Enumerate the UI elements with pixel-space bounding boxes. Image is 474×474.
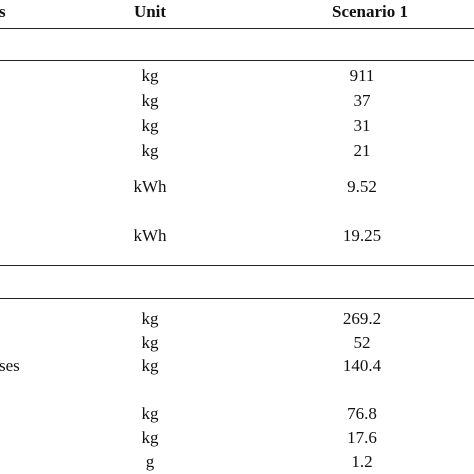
row-label: ses (0, 356, 20, 375)
value-cell: 76.8 (347, 404, 377, 423)
unit-cell: kWh (133, 177, 167, 196)
value-cell: 140.4 (342, 356, 382, 375)
unit-cell: kg (141, 356, 159, 375)
unit-cell: kg (141, 309, 159, 328)
value-cell: 52 (353, 333, 371, 352)
value-cell: 37 (353, 91, 371, 110)
value-cell: 21 (353, 141, 371, 160)
section-rule (0, 265, 474, 266)
header-cell: Unit (133, 2, 167, 21)
unit-cell: kg (141, 404, 159, 423)
value-cell: 31 (353, 116, 371, 135)
section-rule (0, 298, 474, 299)
unit-cell: g (145, 452, 155, 471)
unit-cell: kg (141, 428, 159, 447)
value-cell: 269.2 (342, 309, 382, 328)
unit-cell: kg (141, 141, 159, 160)
unit-cell: kg (141, 66, 159, 85)
header-rule (0, 28, 474, 29)
value-cell: 1.2 (351, 452, 373, 471)
section-rule (0, 60, 474, 61)
value-cell: 9.52 (347, 177, 377, 196)
value-cell: 911 (349, 66, 375, 85)
unit-cell: kg (141, 116, 159, 135)
unit-cell: kg (141, 333, 159, 352)
value-cell: 17.6 (347, 428, 377, 447)
unit-cell: kWh (133, 226, 167, 245)
value-cell: 19.25 (342, 226, 382, 245)
header-cell: s (0, 2, 6, 21)
header-cell: Scenario 1 (331, 2, 409, 21)
unit-cell: kg (141, 91, 159, 110)
